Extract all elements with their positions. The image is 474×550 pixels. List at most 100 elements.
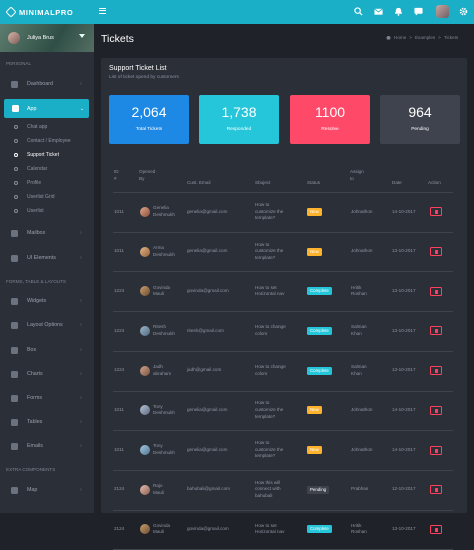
sidebar-item-dashboard[interactable]: Dashboard › — [0, 77, 94, 91]
ticket-date: 13-10-2017 — [392, 367, 416, 373]
ticket-card: Support Ticket List List of ticket opend… — [101, 58, 467, 550]
chevron-down-icon: ⌄ — [80, 105, 85, 112]
sidebar-item-tables[interactable]: Tables › — [0, 415, 94, 429]
chat-icon[interactable] — [414, 7, 423, 16]
stat-label: Responded — [226, 127, 252, 132]
stat-value: 964 — [408, 104, 432, 120]
assignee-line: Johnathon — [351, 446, 373, 452]
sidebar-item-forms[interactable]: Forms › — [0, 391, 94, 405]
sidebar-subitem-calendar[interactable]: Calendar — [0, 162, 94, 176]
chevron-right-icon: › — [80, 443, 82, 449]
customer-email: genelia@gmail.com — [187, 407, 228, 413]
delete-icon[interactable] — [430, 445, 442, 455]
sidebar-item-mailbox[interactable]: Mailbox › — [0, 226, 94, 240]
card-subtitle: List of ticket opend by customers — [109, 75, 179, 80]
ticket-subject-line: bahubali — [255, 493, 273, 499]
header-opened-by: Opened By — [139, 169, 156, 181]
circle-icon — [14, 167, 18, 171]
stat-resolve: 1100 Resolve — [290, 95, 370, 144]
gear-icon[interactable] — [459, 7, 468, 16]
forms-icon — [11, 394, 18, 402]
mail-icon[interactable] — [374, 7, 383, 16]
subitem-label: Userlist — [27, 208, 44, 214]
assignee: Prabhas — [351, 486, 391, 493]
breadcrumb-examples[interactable]: Examples — [414, 35, 436, 40]
stat-total-tickets: 2,064 Total Tickets — [109, 95, 189, 144]
table-icon — [11, 418, 18, 426]
sidebar-subitem-contact[interactable]: Contact / Employee — [0, 134, 94, 148]
ticket-date: 12-10-2017 — [392, 486, 416, 492]
user-avatar[interactable] — [436, 5, 449, 18]
sidebar-item-emails[interactable]: Emails › — [0, 439, 94, 453]
sidebar-subitem-userlist-grid[interactable]: Userlist Grid — [0, 190, 94, 204]
customer-avatar — [140, 445, 150, 456]
chevron-right-icon: › — [80, 322, 82, 328]
customer-name-line: Mauli — [153, 489, 164, 495]
breadcrumb-separator: > — [438, 35, 441, 40]
section-personal: PERSONAL — [6, 61, 32, 66]
circle-icon — [14, 153, 18, 157]
customer-avatar — [140, 484, 150, 495]
customer-name-line: Rajo — [153, 483, 163, 489]
ticket-id: 1011 — [114, 446, 124, 452]
ticket-subject-line: template? — [255, 254, 276, 260]
sidebar-item-label: Mailbox — [27, 230, 46, 236]
status-badge: New — [307, 406, 322, 415]
sidebar-avatar — [8, 32, 20, 44]
customer-name-line: Arma — [153, 244, 164, 250]
sidebar-item-charts[interactable]: Charts › — [0, 367, 94, 381]
customer-name-line: Govinda — [153, 284, 171, 290]
sidebar-item-ui-elements[interactable]: UI Elements › — [0, 251, 94, 265]
sidebar-subitem-chat-app[interactable]: Chat app — [0, 120, 94, 134]
sidebar-subitem-support-ticket[interactable]: Support Ticket — [0, 148, 94, 162]
delete-icon[interactable] — [430, 247, 442, 257]
assignee: Salman Khan — [351, 324, 391, 337]
dashboard-icon — [11, 80, 18, 88]
sidebar-subitem-userlist[interactable]: Userlist — [0, 204, 94, 218]
box-icon — [11, 346, 18, 354]
user-name: Juliya Brus — [27, 35, 54, 41]
sidebar-item-layout-options[interactable]: Layout Options › — [0, 318, 94, 332]
delete-icon[interactable] — [430, 286, 442, 296]
assignee-line: Roshan — [351, 291, 367, 297]
ticket-subject-line: How to change — [255, 364, 286, 370]
brand-logo[interactable]: MINIMALPRO — [5, 6, 73, 18]
customer-name-line: Jadh — [153, 364, 163, 370]
delete-icon[interactable] — [430, 405, 442, 415]
sidebar-item-label: UI Elements — [27, 255, 56, 261]
ticket-date: 14-10-2017 — [392, 208, 416, 214]
sidebar-item-app[interactable]: App ⌄ — [4, 99, 89, 118]
sidebar-item-box[interactable]: Box › — [0, 343, 94, 357]
sidebar-item-widgets[interactable]: Widgets › — [0, 294, 94, 308]
chevron-right-icon: › — [80, 395, 82, 401]
delete-icon[interactable] — [430, 485, 442, 495]
assignee-line: Khan — [351, 330, 362, 336]
customer-email: govinda@gmail.com — [187, 287, 229, 293]
breadcrumb-home[interactable]: Home — [394, 35, 407, 40]
customer-name-line: Mauli — [153, 529, 164, 535]
assignee-line: Salman — [351, 364, 367, 370]
status-badge: Complete — [307, 326, 332, 335]
sidebar-subitem-profile[interactable]: Profile — [0, 176, 94, 190]
assignee: Johnathon — [351, 407, 391, 414]
ticket-subject-line: Horizontal nav — [255, 291, 285, 297]
user-panel[interactable]: Juliya Brus — [0, 24, 94, 52]
menu-toggle-icon[interactable] — [99, 8, 106, 14]
ticket-subject: How to set Horizontal nav — [255, 285, 305, 298]
caret-down-icon[interactable] — [79, 34, 85, 38]
delete-icon[interactable] — [430, 326, 442, 336]
delete-icon[interactable] — [430, 207, 442, 217]
section-forms: FORMS, TABLE & LAYOUTS — [6, 279, 66, 284]
search-icon[interactable] — [354, 7, 363, 16]
sidebar-item-map[interactable]: Map › — [0, 483, 94, 497]
ticket-subject-line: customize the — [255, 208, 284, 214]
customer-name-line: Deshmukh — [153, 410, 175, 416]
ticket-subject-line: How to — [255, 400, 270, 406]
delete-icon[interactable] — [430, 524, 442, 534]
customer-name-line: Deshmukh — [153, 251, 175, 257]
circle-icon — [14, 139, 18, 143]
delete-icon[interactable] — [430, 366, 442, 376]
customer-name: Tony Deshmukh — [153, 404, 187, 417]
bell-icon[interactable] — [394, 7, 403, 16]
customer-avatar — [140, 246, 150, 257]
